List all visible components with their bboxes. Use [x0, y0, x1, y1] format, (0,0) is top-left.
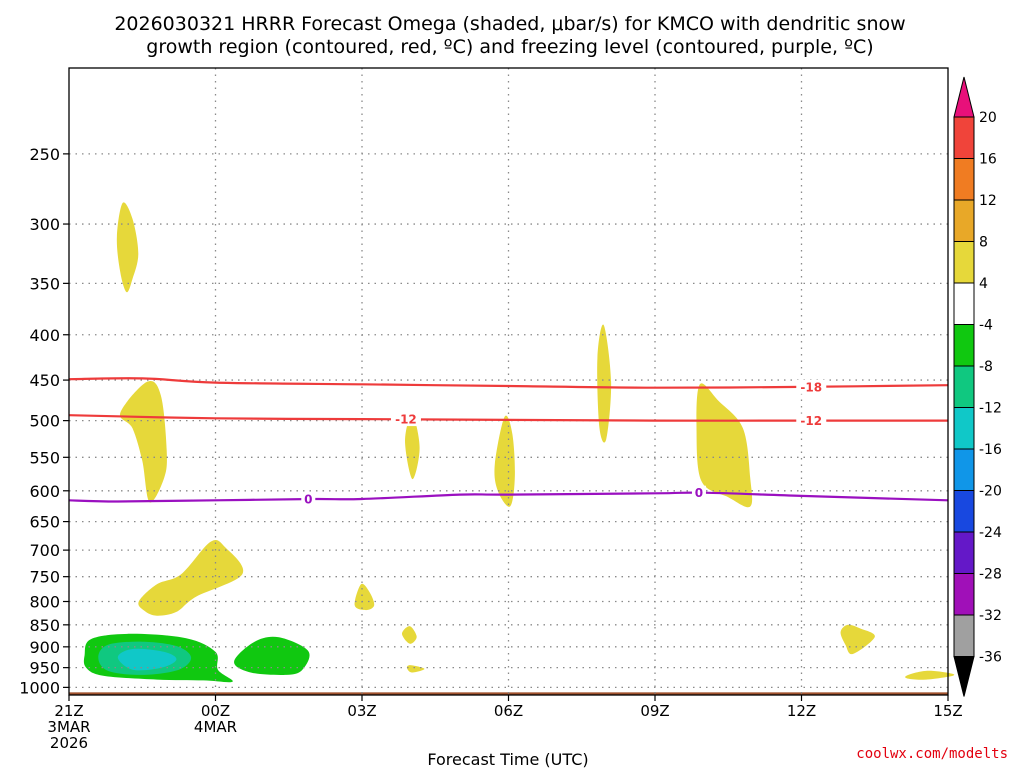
omega-region	[405, 414, 420, 480]
chart-title: 2026030321 HRRR Forecast Omega (shaded, …	[114, 13, 905, 58]
x-tick-label-line: 12Z	[787, 702, 816, 720]
colorbar-label: -24	[979, 525, 1002, 541]
x-tick-label: 06Z	[494, 702, 523, 720]
x-tick-label: 21Z 3MAR 2026	[47, 702, 90, 752]
omega-region	[116, 202, 139, 293]
y-tick-label: 550	[29, 448, 60, 467]
omega-shading	[83, 202, 955, 683]
y-tick-label: 700	[29, 541, 60, 560]
colorbar-label: -4	[979, 318, 993, 334]
contour-label-bg	[796, 379, 827, 394]
contour-label: 0	[304, 493, 312, 507]
y-tick-label: 750	[29, 568, 60, 587]
contour-label: 0	[695, 486, 703, 500]
x-tick-label: 12Z	[787, 702, 816, 720]
colorbar-swatch	[953, 573, 975, 616]
title-line-1: 2026030321 HRRR Forecast Omega (shaded, …	[114, 13, 905, 35]
y-tick-label: 300	[29, 215, 60, 234]
colorbar-label: 12	[979, 193, 997, 209]
colorbar-swatch	[953, 282, 975, 325]
x-tick-label: 09Z	[640, 702, 669, 720]
x-tick-label-line: 03Z	[347, 702, 376, 720]
colorbar-label: 16	[979, 152, 997, 168]
omega-region	[597, 324, 612, 443]
colorbar-swatch	[953, 614, 975, 657]
ground-fill	[69, 692, 948, 695]
colorbar-bottom-arrow	[953, 656, 975, 697]
omega-region	[138, 539, 244, 616]
omega-region	[494, 415, 515, 507]
colorbar-label: -36	[979, 650, 1002, 666]
x-axis: 21Z 3MAR 2026 00Z 4MAR 03Z 06Z 09Z 12Z 15Z	[47, 695, 963, 752]
colorbar-label: 4	[979, 276, 988, 292]
colorbar-label: -32	[979, 608, 1002, 624]
contour-label-bg	[390, 412, 421, 427]
colorbar-swatch	[953, 365, 975, 408]
x-tick-label-line: 00Z	[201, 702, 230, 720]
omega-region	[119, 380, 167, 503]
colorbar-label: -8	[979, 359, 993, 375]
colorbar-label: -28	[979, 567, 1002, 583]
omega-region	[402, 626, 417, 644]
colorbar-label: 8	[979, 235, 988, 251]
y-tick-label: 450	[29, 371, 60, 390]
colorbar-label: -16	[979, 442, 1002, 458]
x-tick-label-line: 2026	[50, 734, 88, 752]
title-line-2: growth region (contoured, red, ºC) and f…	[146, 36, 873, 58]
colorbar-swatch	[953, 241, 975, 284]
colorbar: 20 16 12 8 4 -4 -8 -12 -16 -20 -24 -28 -32 -36	[953, 76, 1002, 697]
x-tick-label-line: 15Z	[933, 702, 962, 720]
y-tick-label: 650	[29, 513, 60, 532]
x-tick-label: 03Z	[347, 702, 376, 720]
colorbar-swatch	[953, 448, 975, 491]
y-tick-label: 500	[29, 412, 60, 431]
colorbar-swatch	[953, 158, 975, 201]
contour-label: -18	[800, 380, 822, 394]
x-tick-label: 00Z 4MAR	[194, 702, 237, 736]
colorbar-swatch	[953, 199, 975, 242]
y-tick-label: 1000	[19, 678, 60, 697]
ground-layer	[69, 692, 948, 695]
omega-region	[354, 583, 375, 611]
y-tick-label: 400	[29, 326, 60, 345]
colorbar-label: 20	[979, 110, 997, 126]
source-credit: coolwx.com/modelts	[856, 746, 1008, 762]
x-tick-label-line: 21Z	[54, 702, 83, 720]
colorbar-swatch	[953, 490, 975, 533]
y-axis: 250 300 350 400 450 500 550 600 650 700 750 800 850 9…	[19, 145, 69, 697]
y-tick-label: 950	[29, 659, 60, 678]
contour-label: -12	[800, 414, 822, 428]
contour-label-bg	[796, 413, 827, 428]
omega-region	[117, 648, 177, 671]
y-tick-label: 800	[29, 593, 60, 612]
y-tick-label: 350	[29, 274, 60, 293]
x-tick-label-line: 06Z	[494, 702, 523, 720]
colorbar-swatch	[953, 407, 975, 450]
x-tick-label-line: 4MAR	[194, 718, 237, 736]
x-tick-label: 15Z	[933, 702, 962, 720]
colorbar-swatch	[953, 324, 975, 367]
omega-region	[696, 383, 753, 508]
contour-label: -12	[395, 413, 417, 427]
colorbar-swatch	[953, 531, 975, 574]
contour-line	[68, 491, 949, 503]
y-tick-label: 250	[29, 145, 60, 164]
colorbar-label: -20	[979, 484, 1002, 500]
x-tick-label-line: 3MAR	[47, 718, 90, 736]
omega-region	[905, 670, 955, 680]
contour-labels: -18 -12 -12 0 0	[301, 379, 827, 507]
y-tick-label: 900	[29, 638, 60, 657]
y-tick-label: 600	[29, 482, 60, 501]
contour-label-bg	[301, 492, 316, 507]
colorbar-label: -12	[979, 401, 1002, 417]
contour-label-bg	[691, 485, 706, 500]
colorbar-top-arrow	[953, 76, 975, 118]
colorbar-swatch	[953, 116, 975, 159]
y-tick-label: 850	[29, 616, 60, 635]
x-axis-label: Forecast Time (UTC)	[427, 750, 588, 768]
x-tick-label-line: 09Z	[640, 702, 669, 720]
